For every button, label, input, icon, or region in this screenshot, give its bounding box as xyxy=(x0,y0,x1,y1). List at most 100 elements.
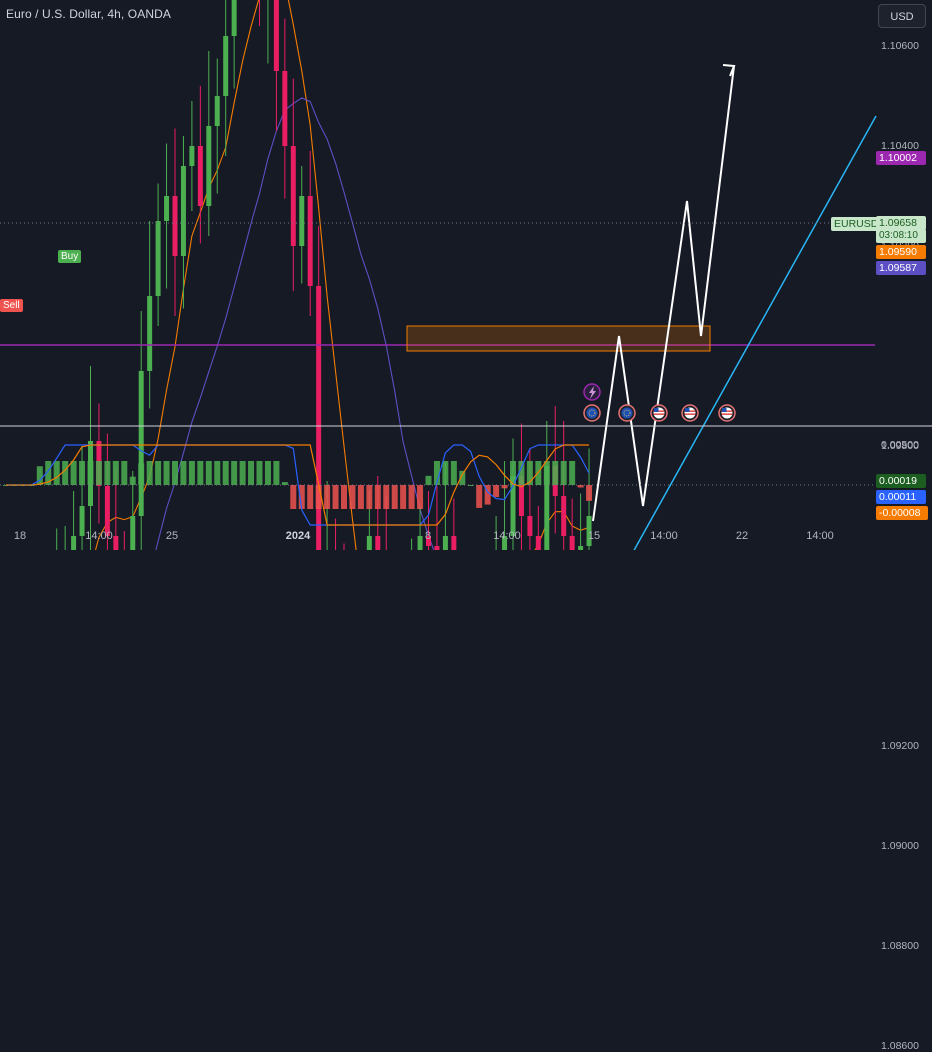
macd-histogram-bar xyxy=(307,485,314,509)
price-tick: 1.09800 xyxy=(881,440,919,452)
macd-histogram-bar xyxy=(391,485,398,509)
candle-body xyxy=(544,466,550,550)
time-tick: 14:00 xyxy=(85,530,113,542)
chart-canvas[interactable] xyxy=(0,0,932,550)
macd-histogram-bar xyxy=(577,485,584,488)
macd-histogram-bar xyxy=(526,461,533,485)
candle-body xyxy=(451,536,457,550)
candle-body xyxy=(282,71,288,146)
macd-histogram-bar xyxy=(290,485,297,509)
time-tick: 8 xyxy=(424,530,432,542)
macd-histogram-bar xyxy=(341,485,347,509)
buy-signal-label: Buy xyxy=(58,250,82,263)
candle-body xyxy=(79,506,85,536)
macd-histogram-bar xyxy=(87,461,94,485)
time-tick: 14:00 xyxy=(493,530,521,542)
macd-histogram-bar xyxy=(298,485,305,509)
eu-flag-fill xyxy=(621,407,633,419)
macd-histogram-bar xyxy=(425,475,432,485)
macd-histogram-bar xyxy=(172,461,178,485)
macd-histogram-bar xyxy=(501,485,508,489)
us-flag-canton xyxy=(685,408,690,412)
us-flag-stripe xyxy=(653,413,665,415)
symbol-badge: EURUSD xyxy=(831,217,882,231)
time-tick: 14:00 xyxy=(650,530,678,542)
us-flag-canton xyxy=(654,408,659,412)
countdown-badge: 03:08:10 xyxy=(876,229,926,243)
candle-body xyxy=(426,536,431,546)
candle-body xyxy=(518,476,524,516)
macd-histogram-bar xyxy=(484,485,491,505)
time-tick: 15 xyxy=(587,530,601,542)
us-flag-stripe xyxy=(684,410,696,412)
macd-histogram-bar xyxy=(53,461,60,485)
price-tick: 1.08600 xyxy=(881,1040,919,1052)
candle-body xyxy=(273,0,279,71)
macd-histogram-bar xyxy=(324,485,331,509)
macd-histogram-bar xyxy=(408,485,415,509)
macd-tick: 0.00500 xyxy=(881,439,919,451)
chart-title: Euro / U.S. Dollar, 4h, OANDA xyxy=(6,7,171,21)
candle-body xyxy=(586,516,592,546)
macd-histogram-bar xyxy=(146,461,153,485)
candle-body xyxy=(366,536,372,550)
macd-histogram-badge: 0.00019 xyxy=(876,474,926,488)
macd-histogram-bar xyxy=(248,461,255,485)
macd-histogram-bar xyxy=(518,461,525,485)
macd-histogram-bar xyxy=(543,461,550,485)
macd-histogram-bar xyxy=(332,485,339,509)
resistance-price-badge: 1.10002 xyxy=(876,151,926,165)
ascending-trendline xyxy=(633,115,877,550)
candle-body xyxy=(206,126,212,206)
macd-histogram-bar xyxy=(586,485,593,501)
candle-body xyxy=(569,536,575,550)
time-tick: 18 xyxy=(13,530,27,542)
macd-histogram-bar xyxy=(264,461,271,485)
candle-body xyxy=(104,486,110,536)
currency-button[interactable]: USD xyxy=(878,4,926,28)
macd-histogram-bar xyxy=(163,461,170,485)
candle-body xyxy=(299,196,305,246)
macd-histogram-bar xyxy=(467,485,474,486)
candle-body xyxy=(147,296,153,371)
last-price-badge: 1.09658 xyxy=(876,216,926,230)
macd-histogram-bar xyxy=(95,461,102,485)
us-flag-stripe xyxy=(653,410,665,412)
macd-histogram-bar xyxy=(112,461,119,485)
eu-flag-stars xyxy=(623,409,631,417)
candle-body xyxy=(189,146,195,166)
candle-body xyxy=(442,536,448,550)
candle-body xyxy=(417,536,423,550)
macd-histogram-bar xyxy=(552,461,559,485)
macd-signal-badge: -0.00008 xyxy=(876,506,928,520)
macd-histogram-bar xyxy=(188,461,195,485)
candles xyxy=(56,0,592,550)
macd-signal-line xyxy=(6,444,589,526)
macd-histogram-bar xyxy=(366,485,373,509)
macd-histogram-bar xyxy=(510,461,516,485)
macd-histogram-bar xyxy=(357,485,364,509)
candle-body xyxy=(71,536,77,550)
macd-histogram-bar xyxy=(459,470,466,485)
macd-histogram-bar xyxy=(36,466,43,485)
candle-body xyxy=(180,166,186,256)
macd-histogram-bar xyxy=(231,461,238,485)
drawings xyxy=(0,64,877,550)
macd-histogram-bar xyxy=(180,461,187,485)
candle-body xyxy=(231,0,237,36)
macd-histogram-bar xyxy=(70,461,77,485)
us-flag-stripe xyxy=(721,410,733,412)
ma-purple-badge: 1.09587 xyxy=(876,261,926,275)
macd-histogram-bar xyxy=(450,461,457,485)
candle-body xyxy=(197,146,203,206)
macd-histogram-bar xyxy=(197,461,204,485)
candle-body xyxy=(434,546,440,550)
macd-histogram-bar xyxy=(383,485,390,509)
macd-histogram-bar xyxy=(129,476,136,485)
candle-body xyxy=(155,221,161,296)
resistance-zone xyxy=(406,325,711,352)
macd-histogram-bar xyxy=(374,485,381,509)
eu-flag-fill xyxy=(586,407,598,419)
candle-body xyxy=(172,196,178,256)
macd-histogram-bar xyxy=(79,461,86,485)
